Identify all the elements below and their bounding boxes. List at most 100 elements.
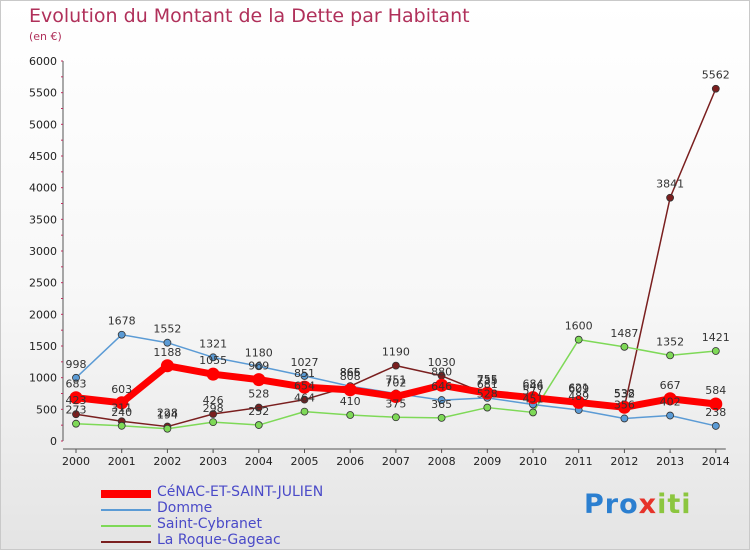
data-label: 681 bbox=[477, 378, 498, 391]
data-point bbox=[711, 84, 720, 93]
data-label: 851 bbox=[294, 367, 315, 380]
data-label: 998 bbox=[66, 358, 87, 371]
data-label: 684 bbox=[523, 378, 544, 391]
legend-label: Domme bbox=[157, 500, 213, 516]
data-label: 603 bbox=[111, 383, 132, 396]
data-label: 311 bbox=[111, 401, 132, 414]
data-label: 528 bbox=[477, 388, 498, 401]
axes: 0 500 1000 1500 2000 2500 3000 3500 4000 4500 5000… bbox=[29, 55, 730, 468]
data-label: 646 bbox=[523, 380, 544, 393]
x-tick-label: 2003 bbox=[199, 455, 227, 468]
data-point bbox=[709, 397, 723, 411]
data-label: 880 bbox=[431, 365, 452, 378]
data-point bbox=[666, 411, 674, 420]
legend-label: Saint-Cybranet bbox=[157, 516, 263, 532]
data-point bbox=[117, 421, 126, 430]
x-tick-label: 2014 bbox=[702, 455, 730, 468]
x-tick-label: 2013 bbox=[656, 455, 684, 468]
legend-swatch bbox=[101, 490, 151, 498]
y-tick-label: 5000 bbox=[29, 118, 57, 131]
y-tick-label: 4500 bbox=[29, 150, 57, 163]
data-label: 1552 bbox=[153, 323, 181, 336]
data-point bbox=[300, 407, 309, 416]
y-tick-label: 4000 bbox=[29, 182, 57, 195]
data-point bbox=[206, 367, 220, 381]
data-point bbox=[115, 396, 129, 410]
data-point bbox=[529, 408, 537, 417]
chart-subtitle: (en €) bbox=[29, 30, 62, 43]
legend-label: CéNAC-ET-SAINT-JULIEN bbox=[157, 484, 324, 500]
data-label: 489 bbox=[568, 390, 589, 403]
data-label: 683 bbox=[66, 378, 87, 391]
data-point bbox=[666, 351, 674, 360]
legend-label: La Roque-Gageac bbox=[157, 532, 281, 548]
data-label: 464 bbox=[294, 392, 315, 405]
legend-swatch bbox=[101, 541, 151, 543]
data-label: 356 bbox=[614, 398, 635, 411]
data-point bbox=[72, 410, 80, 419]
data-label: 1321 bbox=[199, 337, 227, 350]
data-label: 654 bbox=[294, 380, 315, 393]
data-point bbox=[254, 403, 263, 412]
data-point bbox=[160, 359, 174, 373]
x-tick-label: 2008 bbox=[428, 455, 456, 468]
data-label: 1352 bbox=[656, 335, 684, 348]
data-label: 538 bbox=[614, 387, 635, 400]
data-label: 1421 bbox=[702, 331, 730, 344]
data-label: 667 bbox=[660, 379, 681, 392]
data-point bbox=[574, 335, 583, 344]
data-point bbox=[163, 338, 172, 347]
data-point bbox=[526, 391, 540, 405]
x-tick-label: 2004 bbox=[245, 455, 273, 468]
data-label: 423 bbox=[66, 394, 87, 407]
data-label: 969 bbox=[248, 360, 269, 373]
data-point bbox=[254, 421, 263, 429]
y-tick-label: 2500 bbox=[29, 277, 57, 290]
data-point bbox=[480, 386, 494, 400]
data-point bbox=[711, 347, 720, 355]
data-label: 528 bbox=[248, 388, 269, 401]
data-label: 866 bbox=[340, 366, 361, 379]
data-point bbox=[298, 380, 311, 394]
data-point bbox=[620, 342, 629, 351]
data-label: 426 bbox=[203, 394, 224, 407]
x-tick-label: 2010 bbox=[519, 455, 547, 468]
chart-title: Evolution du Montant de la Dette par Hab… bbox=[29, 5, 470, 27]
data-point bbox=[346, 411, 355, 419]
data-label: 3841 bbox=[656, 178, 684, 191]
data-point bbox=[391, 361, 400, 370]
logo-part-3: iti bbox=[657, 489, 692, 520]
data-point bbox=[435, 378, 449, 392]
data-label: 621 bbox=[568, 382, 589, 395]
data-label: 240 bbox=[111, 406, 132, 419]
data-label: 755 bbox=[477, 373, 498, 386]
data-point bbox=[69, 391, 83, 405]
data-point bbox=[252, 373, 266, 387]
data-point bbox=[300, 372, 309, 380]
data-label: 865 bbox=[340, 366, 361, 379]
data-point bbox=[620, 414, 629, 423]
x-tick-label: 2007 bbox=[382, 455, 410, 468]
data-point bbox=[72, 373, 80, 382]
data-label: 228 bbox=[157, 407, 178, 420]
data-label: 1487 bbox=[610, 327, 638, 340]
data-point bbox=[72, 419, 80, 428]
data-label: 1027 bbox=[291, 356, 319, 369]
x-tick-label: 2000 bbox=[62, 455, 90, 468]
legend-swatch bbox=[101, 509, 151, 511]
data-point bbox=[389, 390, 403, 404]
data-point bbox=[483, 403, 492, 412]
y-tick-label: 3500 bbox=[29, 213, 57, 226]
y-tick-label: 0 bbox=[50, 435, 57, 448]
data-label: 1180 bbox=[245, 346, 273, 359]
legend-swatch bbox=[101, 525, 151, 527]
data-label: 365 bbox=[431, 398, 452, 411]
data-label: 238 bbox=[705, 406, 726, 419]
data-point bbox=[209, 418, 218, 427]
data-point bbox=[117, 330, 126, 339]
data-point bbox=[711, 422, 720, 430]
data-point bbox=[343, 383, 357, 397]
data-label: 1188 bbox=[153, 346, 181, 359]
data-point bbox=[663, 392, 677, 406]
data-point bbox=[209, 353, 218, 362]
